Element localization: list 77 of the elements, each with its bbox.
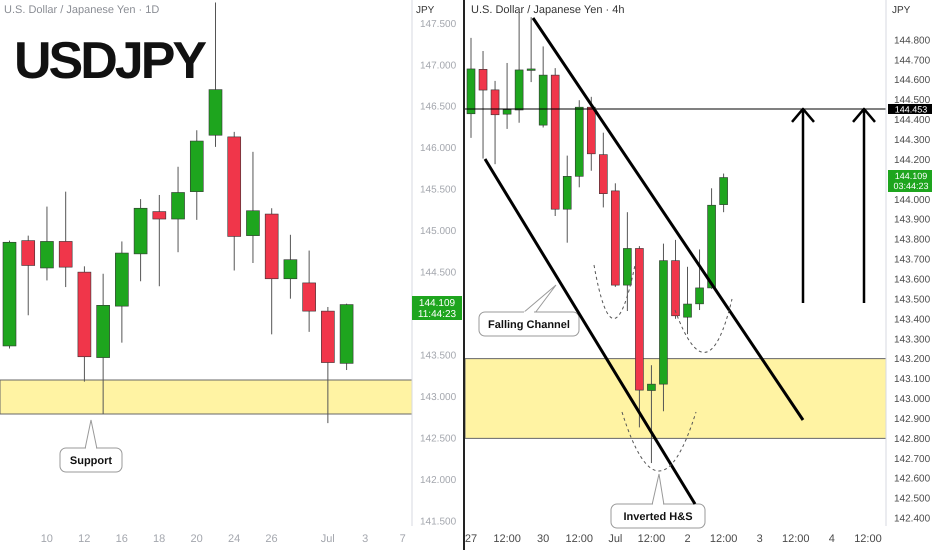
x-tick-label: Jul [608, 532, 622, 545]
x-tick-label: 18 [153, 532, 166, 545]
y-tick-label: 147.500 [420, 18, 457, 30]
x-tick-label: 12:00 [854, 532, 882, 545]
x-tick-label: 12:00 [493, 532, 521, 545]
candlestick [647, 364, 656, 464]
y-tick-label: 144.400 [894, 115, 931, 126]
candlestick [284, 234, 298, 300]
y-tick-label: 143.800 [894, 234, 931, 246]
candlestick [478, 50, 488, 160]
x-tick-label: 2 [684, 532, 691, 545]
annotation: Support [70, 455, 112, 467]
y-tick-label: 144.500 [894, 95, 931, 106]
y-tick-label: 144.700 [894, 55, 931, 66]
y-tick-label: 143.200 [894, 354, 931, 366]
y-tick-label: 147.000 [420, 60, 457, 72]
candlestick [695, 248, 704, 311]
y-tick-label: 144.200 [894, 154, 931, 166]
y-tick-label: 143.400 [894, 314, 931, 326]
x-tick-label: 12:00 [638, 532, 666, 545]
x-tick-label: 3 [362, 532, 368, 545]
x-tick-label: 30 [537, 532, 550, 545]
y-tick-label: 144.000 [894, 194, 931, 206]
y-tick-label: 144.600 [894, 75, 931, 86]
y-tick-label: 144.300 [894, 135, 931, 146]
x-tick-label: 12:00 [566, 532, 594, 545]
y-tick-label: 142.900 [894, 414, 931, 425]
candlestick [683, 266, 692, 335]
x-tick-label: 24 [228, 532, 240, 545]
x-tick-label: 3 [756, 532, 763, 545]
y-tick-label: 142.700 [894, 454, 931, 465]
y-tick-label: 145.000 [420, 226, 457, 238]
x-tick-label: 7 [400, 532, 406, 545]
y-tick-label: 142.500 [894, 494, 931, 505]
candlestick [152, 194, 166, 287]
y-tick-label: 143.500 [894, 294, 931, 306]
y-tick-label: 143.300 [894, 334, 931, 346]
y-tick-label: 142.000 [420, 475, 457, 486]
candlestick [502, 62, 512, 130]
y-tick-label: 144.800 [894, 35, 931, 46]
x-tick-label: 12 [78, 532, 90, 545]
y-tick-label: 145.500 [420, 184, 457, 196]
y-tick-label: 142.800 [894, 434, 931, 445]
y-tick-label: 143.900 [894, 214, 931, 226]
x-tick-label: 27 [464, 532, 478, 545]
y-tick-label: 143.000 [420, 392, 457, 404]
y-tick-label: 144.500 [420, 268, 457, 279]
y-tick-label: 143.000 [894, 394, 931, 406]
x-tick-label: 12:00 [782, 532, 810, 545]
y-tick-label: 142.400 [894, 514, 931, 525]
annotation: USDJPY [14, 32, 206, 90]
ref-line-label: 144.453 [894, 104, 928, 114]
y-tick-label: 146.000 [420, 143, 457, 154]
y-tick-label: 142.600 [894, 474, 931, 485]
y-tick-label: 143.500 [420, 350, 457, 362]
chart-title: U.S. Dollar / Japanese Yen · 4h [471, 4, 624, 16]
y-axis-title: JPY [416, 5, 435, 16]
x-tick-label: 26 [265, 532, 278, 545]
y-tick-label: 141.500 [420, 516, 457, 528]
y-tick-label: 143.700 [894, 254, 931, 266]
y-tick-label: 143.600 [894, 274, 931, 286]
x-tick-label: 20 [190, 532, 203, 545]
x-tick-label: 12:00 [710, 532, 738, 545]
y-tick-label: 142.500 [420, 434, 457, 445]
candlestick [526, 16, 536, 83]
y-axis-title: JPY [892, 5, 911, 16]
text: 144.109 03:44:23 [893, 171, 929, 191]
x-tick-label: 4 [828, 532, 835, 545]
x-tick-label: 16 [116, 532, 128, 545]
annotation: Inverted H&S [623, 511, 693, 523]
y-tick-label: 146.500 [420, 102, 457, 113]
x-tick-label: Jul [320, 532, 335, 545]
x-tick-label: 10 [40, 532, 53, 545]
annotation: Falling Channel [488, 319, 570, 331]
text: 144.109 11:44:23 [418, 298, 457, 320]
chart-title: U.S. Dollar / Japanese Yen · 1D [4, 4, 160, 16]
y-tick-label: 143.100 [894, 374, 931, 386]
